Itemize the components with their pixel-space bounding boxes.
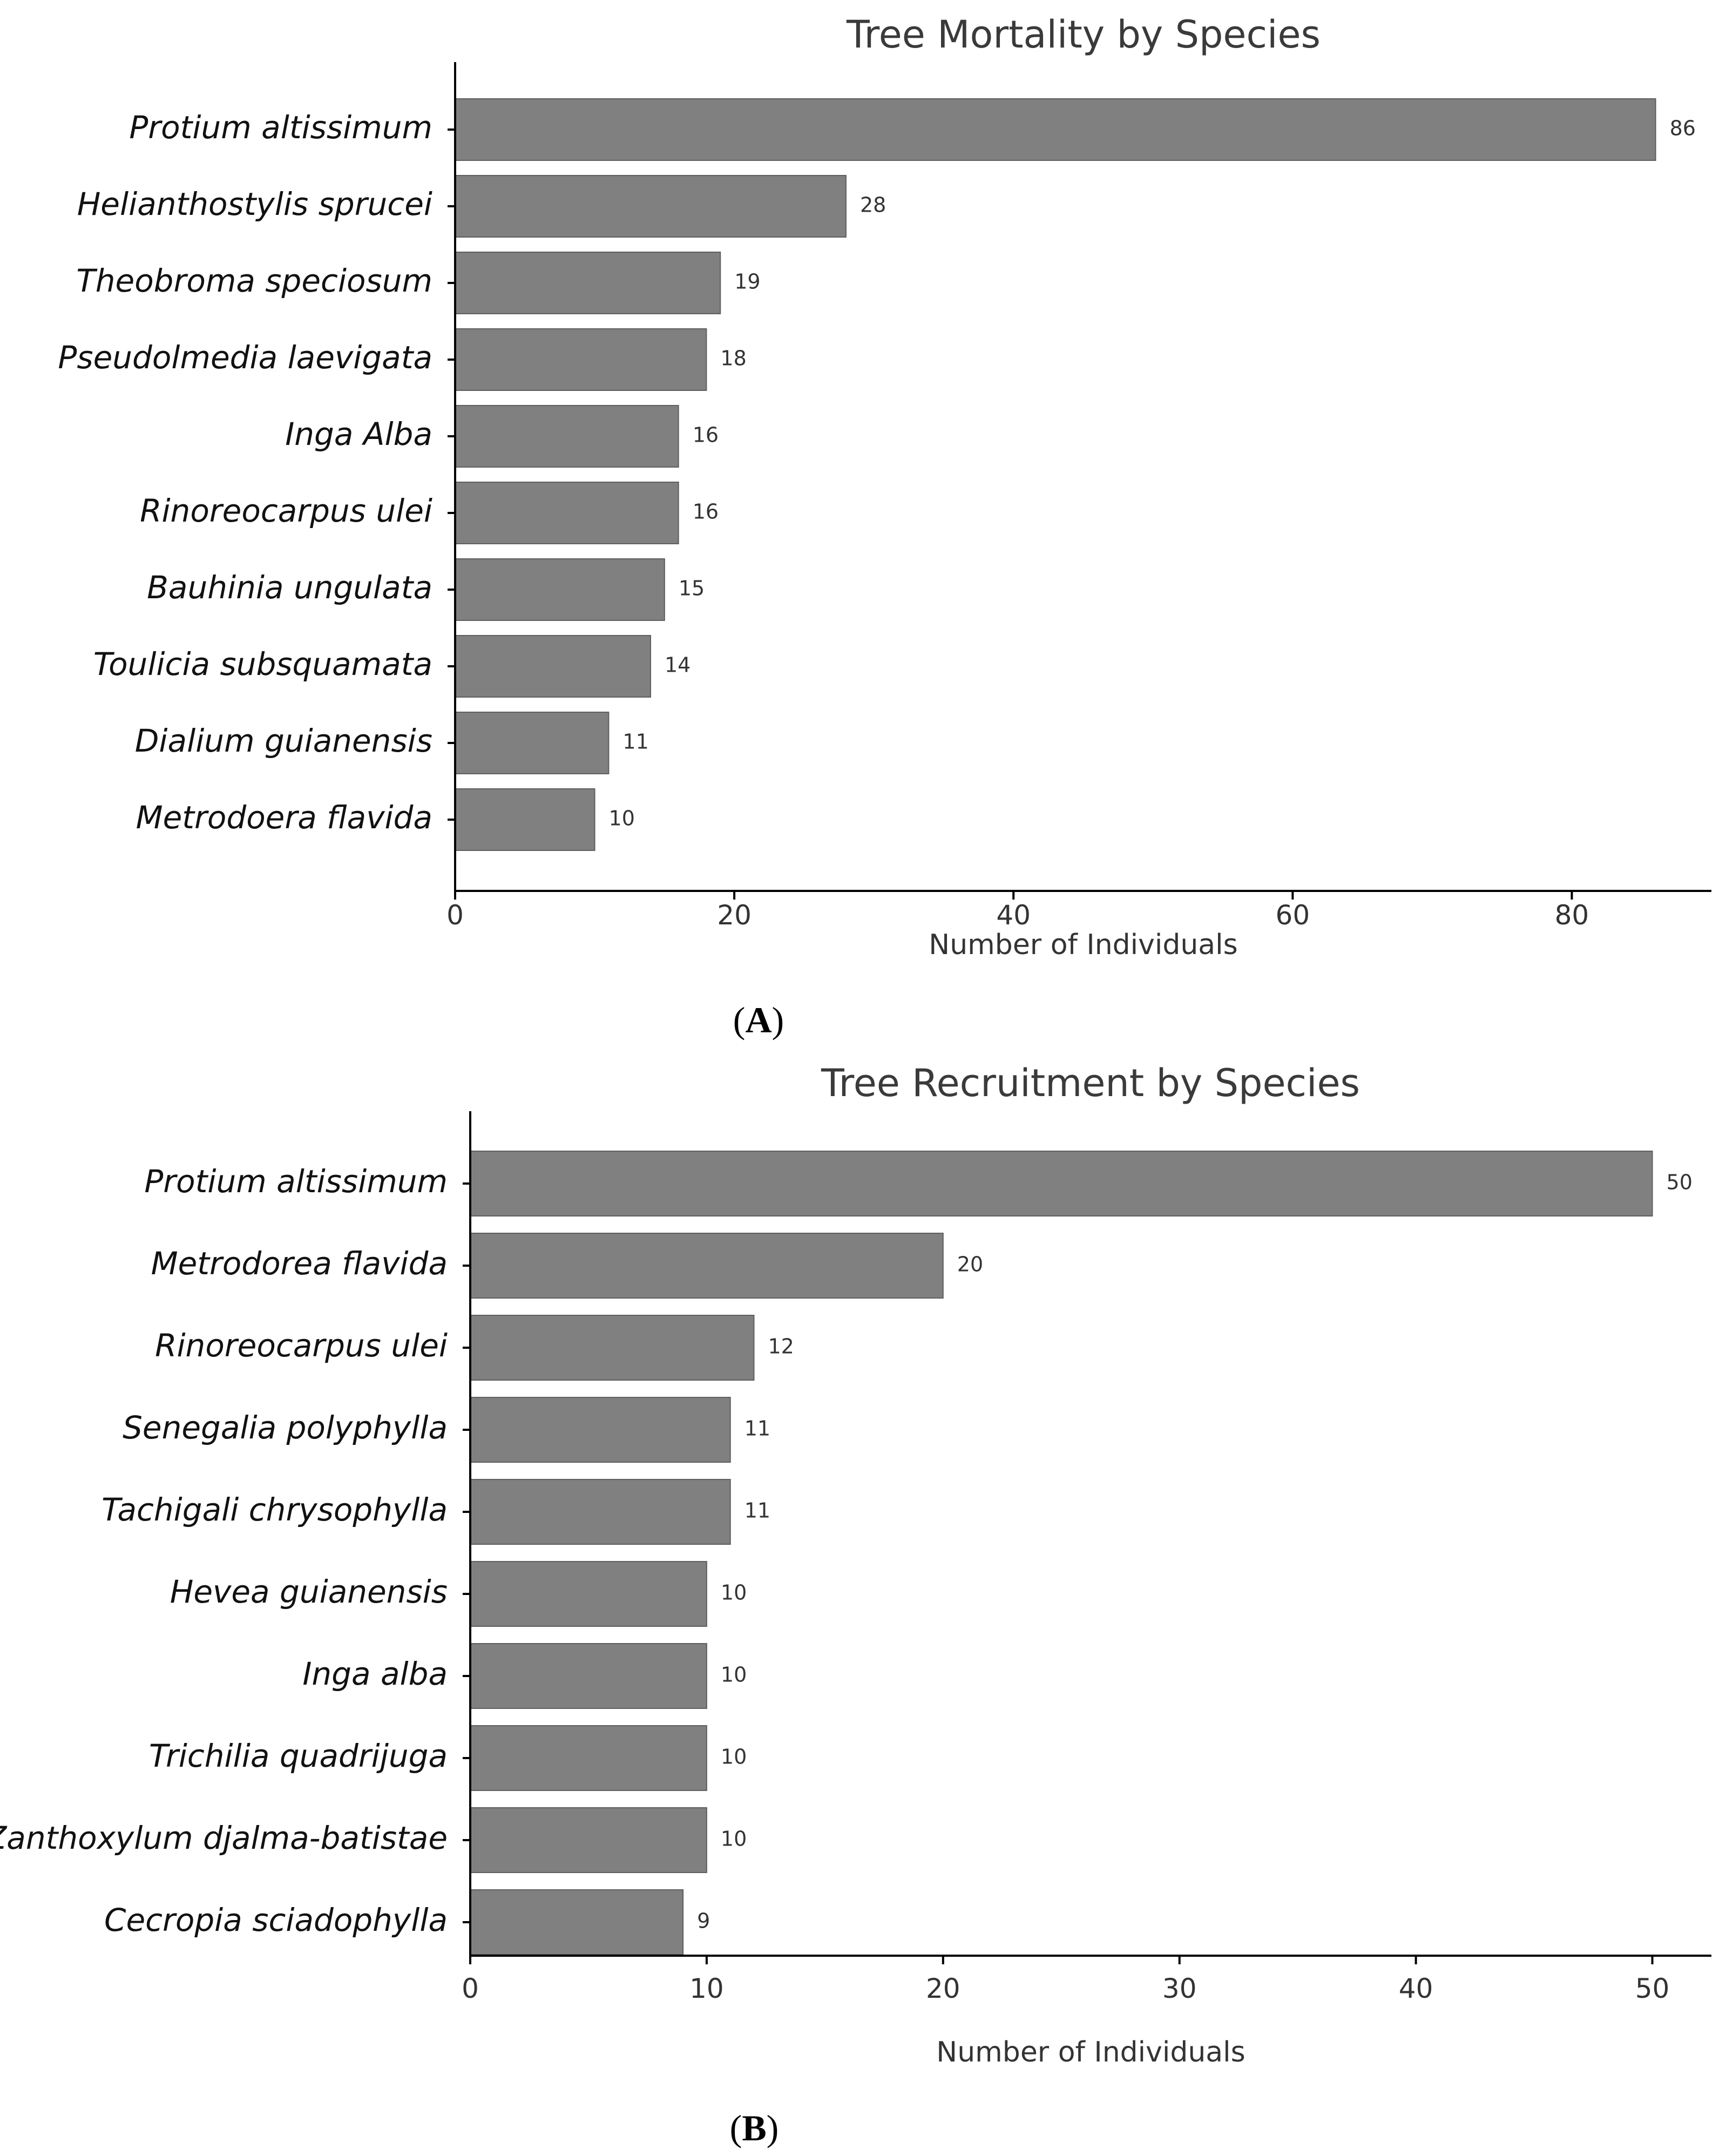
value-label: 14 — [665, 653, 691, 677]
bar — [470, 1233, 944, 1299]
value-label: 10 — [721, 1581, 747, 1605]
chart-title: Tree Mortality by Species — [846, 12, 1321, 57]
category-label: Dialium guianensis — [135, 722, 432, 759]
category-label: Pseudolmedia laevigata — [58, 339, 432, 376]
category-label: Zanthoxylum djalma-batistae — [0, 1820, 448, 1856]
chart-tree-mortality: Tree Mortality by Species Protium altissi… — [58, 12, 1711, 1040]
bar — [470, 1561, 707, 1627]
category-label: Toulicia subsquamata — [93, 646, 432, 682]
category-label: Metrodoera flavida — [136, 799, 432, 836]
bar — [470, 1643, 707, 1709]
x-tick-label: 20 — [926, 1973, 960, 2004]
bar — [470, 1725, 707, 1791]
panel-label-open: ( — [733, 999, 746, 1040]
bar — [455, 405, 679, 468]
value-label: 11 — [622, 730, 648, 754]
category-label: Metrodorea flavida — [151, 1245, 448, 1282]
x-tick-label: 0 — [446, 900, 464, 931]
value-label: 10 — [721, 1827, 747, 1851]
bar — [470, 1889, 684, 1955]
value-label: 19 — [734, 270, 760, 294]
x-axis-label: Number of Individuals — [929, 929, 1237, 961]
bar — [470, 1151, 1653, 1216]
panel-label-letter: A — [745, 999, 771, 1040]
x-tick-label: 40 — [1399, 1973, 1433, 2004]
value-label: 11 — [744, 1417, 770, 1441]
value-label: 86 — [1670, 117, 1696, 140]
value-label: 28 — [860, 193, 886, 217]
category-label: Cecropia sciadophylla — [104, 1902, 448, 1938]
x-tick-label: 60 — [1276, 900, 1310, 931]
value-label: 10 — [609, 807, 635, 830]
category-label: Tachigali chrysophylla — [101, 1491, 448, 1528]
category-label: Inga Alba — [285, 416, 432, 452]
value-label: 11 — [744, 1499, 770, 1523]
x-tick-label: 20 — [717, 900, 752, 931]
value-label: 10 — [721, 1663, 747, 1687]
x-tick-label: 0 — [462, 1973, 479, 2004]
bar — [455, 252, 721, 314]
chart-tree-recruitment: Tree Recruitment by Species Protium altis… — [0, 1061, 1711, 2148]
x-axis-label: Number of Individuals — [936, 2036, 1245, 2069]
bar — [470, 1397, 731, 1463]
value-label: 16 — [693, 500, 719, 524]
category-label: Inga alba — [302, 1655, 448, 1692]
bar — [455, 175, 847, 238]
value-label: 10 — [721, 1745, 747, 1769]
bar — [455, 558, 665, 621]
x-tick-label: 50 — [1635, 1973, 1670, 2004]
category-label: Senegalia polyphylla — [123, 1409, 448, 1446]
panel-label: (A) — [733, 999, 784, 1040]
category-label: Hevea guianensis — [170, 1573, 448, 1610]
bar — [470, 1807, 707, 1873]
x-tick-label: 40 — [996, 900, 1031, 931]
panel-label-close: ) — [772, 999, 784, 1040]
value-label: 16 — [693, 423, 719, 447]
bar — [470, 1479, 731, 1545]
category-label: Helianthostylis sprucei — [77, 186, 432, 222]
category-label: Theobroma speciosum — [76, 262, 432, 299]
panel-label-close: ) — [767, 2107, 779, 2148]
bar — [455, 482, 679, 544]
category-label: Rinoreocarpus ulei — [140, 492, 432, 529]
value-label: 9 — [697, 1909, 710, 1933]
category-label: Protium altissimum — [144, 1163, 448, 1200]
bar — [470, 1315, 755, 1381]
value-label: 20 — [957, 1253, 983, 1276]
bar — [455, 635, 651, 698]
bar — [455, 328, 707, 391]
value-label: 12 — [768, 1335, 794, 1359]
bar — [455, 712, 610, 774]
value-label: 50 — [1667, 1171, 1693, 1194]
panel-label-open: ( — [730, 2107, 742, 2148]
x-tick-label: 10 — [689, 1973, 724, 2004]
bar — [455, 788, 595, 851]
chart-title: Tree Recruitment by Species — [821, 1061, 1360, 1105]
panel-label: (B) — [730, 2107, 779, 2148]
value-label: 18 — [720, 347, 746, 370]
x-tick-label: 80 — [1555, 900, 1589, 931]
panel-label-letter: B — [742, 2107, 766, 2148]
bar — [455, 98, 1656, 161]
category-label: Rinoreocarpus ulei — [155, 1327, 448, 1364]
x-tick-label: 30 — [1162, 1973, 1197, 2004]
value-label: 15 — [679, 577, 705, 600]
category-label: Trichilia quadrijuga — [149, 1738, 448, 1774]
category-label: Bauhinia ungulata — [147, 569, 432, 606]
category-label: Protium altissimum — [129, 109, 432, 146]
